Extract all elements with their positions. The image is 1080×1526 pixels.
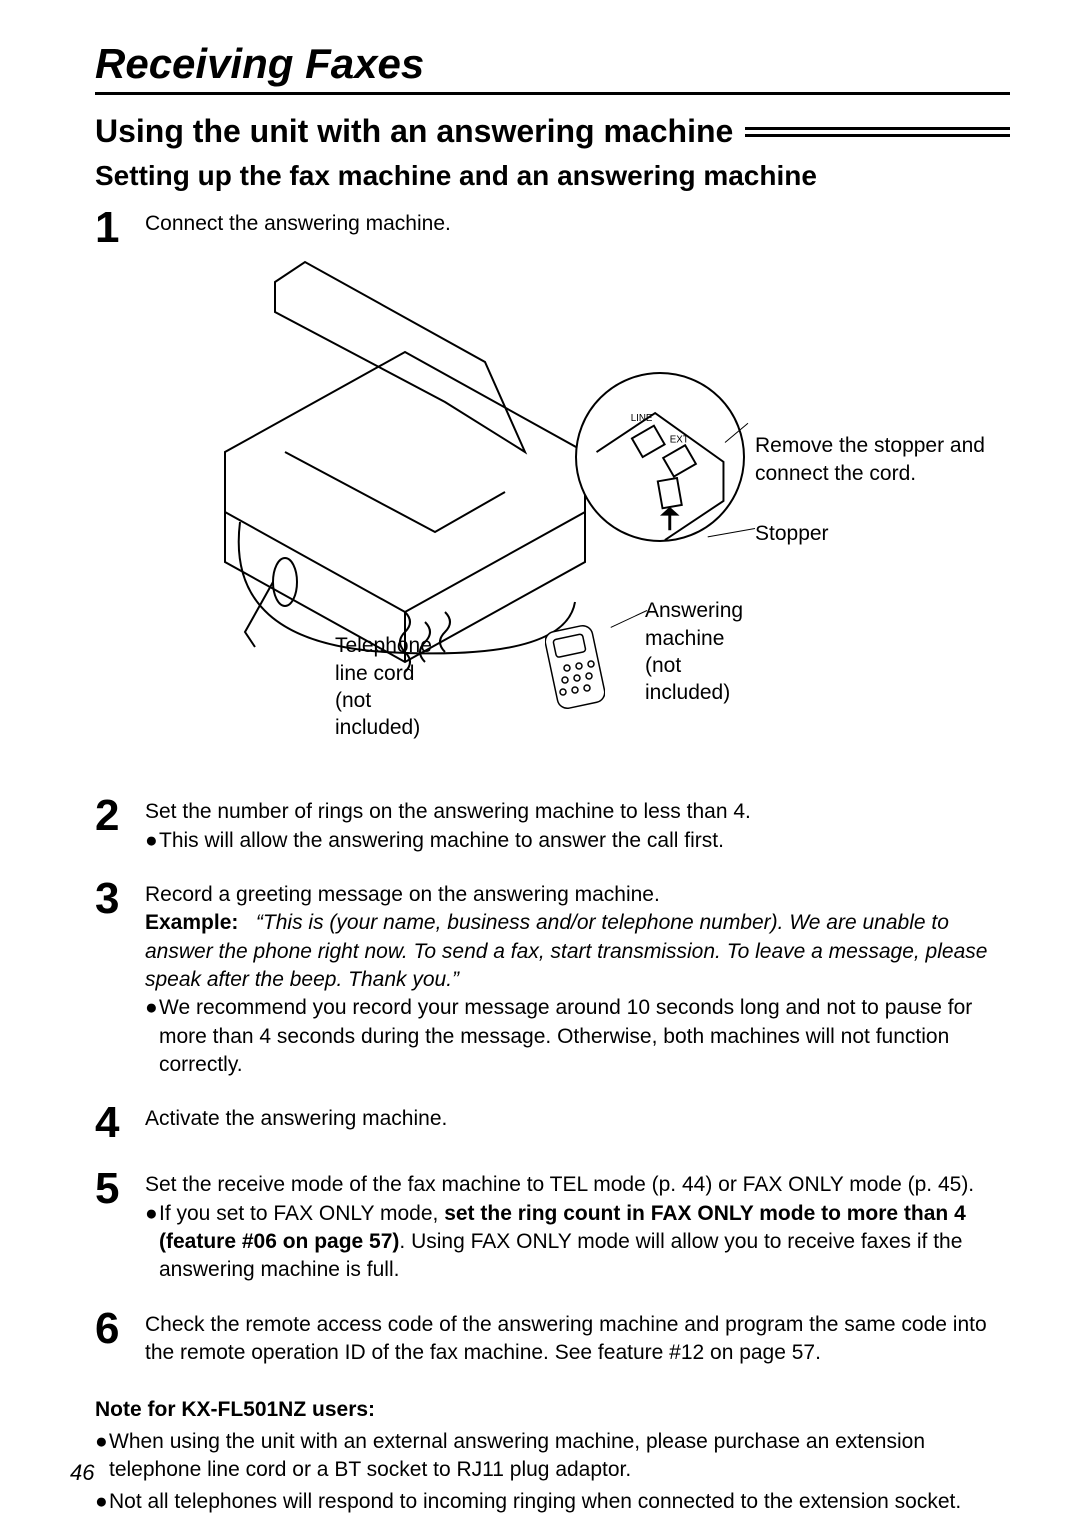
page-title: Receiving Faxes (95, 40, 1010, 95)
step-text: Set the receive mode of the fax machine … (145, 1171, 1010, 1199)
note-heading: Note for KX-FL501NZ users: (95, 1398, 1010, 1422)
note-item: When using the unit with an external ans… (109, 1428, 1010, 1485)
bullet-icon: ● (95, 1428, 109, 1485)
step-number: 2 (95, 794, 145, 838)
note-item: Not all telephones will respond to incom… (109, 1488, 961, 1516)
step-5: 5 Set the receive mode of the fax machin… (95, 1167, 1010, 1284)
port-line-label: LINE (631, 413, 653, 424)
step-3: 3 Record a greeting message on the answe… (95, 877, 1010, 1079)
note-list: ● When using the unit with an external a… (95, 1428, 1010, 1517)
label-telephone-cord: Telephone line cord (not included) (335, 632, 451, 741)
bullet-icon: ● (95, 1488, 109, 1516)
step-bullet: If you set to FAX ONLY mode, set the rin… (159, 1200, 1010, 1285)
step-6: 6 Check the remote access code of the an… (95, 1307, 1010, 1368)
bullet-icon: ● (145, 994, 159, 1079)
step-number: 4 (95, 1101, 145, 1145)
step-4: 4 Activate the answering machine. (95, 1101, 1010, 1145)
example-text: “This is (your name, business and/or tel… (145, 911, 987, 991)
step-number: 3 (95, 877, 145, 921)
step-text: Record a greeting message on the answeri… (145, 881, 1010, 909)
label-answering-machine: Answering machine (not included) (645, 597, 743, 706)
port-ext-label: EXT (670, 435, 689, 446)
step-bullet: This will allow the answering machine to… (159, 827, 724, 855)
answering-machine-illustration (545, 622, 605, 712)
port-detail-callout: LINE EXT (575, 372, 745, 542)
step-text: Check the remote access code of the answ… (145, 1311, 1010, 1368)
section-heading-text: Using the unit with an answering machine (95, 113, 733, 150)
step-number: 6 (95, 1307, 145, 1351)
page-number: 46 (70, 1460, 94, 1486)
step-text: Connect the answering machine. (145, 210, 451, 238)
connection-diagram: LINE EXT (145, 252, 451, 752)
step-text: Set the number of rings on the answering… (145, 798, 751, 826)
step-1: 1 Connect the answering machine. (95, 206, 1010, 772)
step-number: 1 (95, 206, 145, 250)
label-remove-stopper: Remove the stopper and connect the cord. (755, 432, 1015, 487)
example-label: Example: (145, 911, 238, 934)
subsection-heading: Setting up the fax machine and an answer… (95, 160, 1010, 192)
step-2: 2 Set the number of rings on the answeri… (95, 794, 1010, 855)
step-bullet: We recommend you record your message aro… (159, 994, 1010, 1079)
bullet-icon: ● (145, 827, 159, 855)
step-text: Activate the answering machine. (145, 1105, 447, 1133)
bullet-icon: ● (145, 1200, 159, 1285)
label-stopper: Stopper (755, 520, 829, 547)
step-number: 5 (95, 1167, 145, 1211)
section-heading: Using the unit with an answering machine (95, 113, 1010, 150)
